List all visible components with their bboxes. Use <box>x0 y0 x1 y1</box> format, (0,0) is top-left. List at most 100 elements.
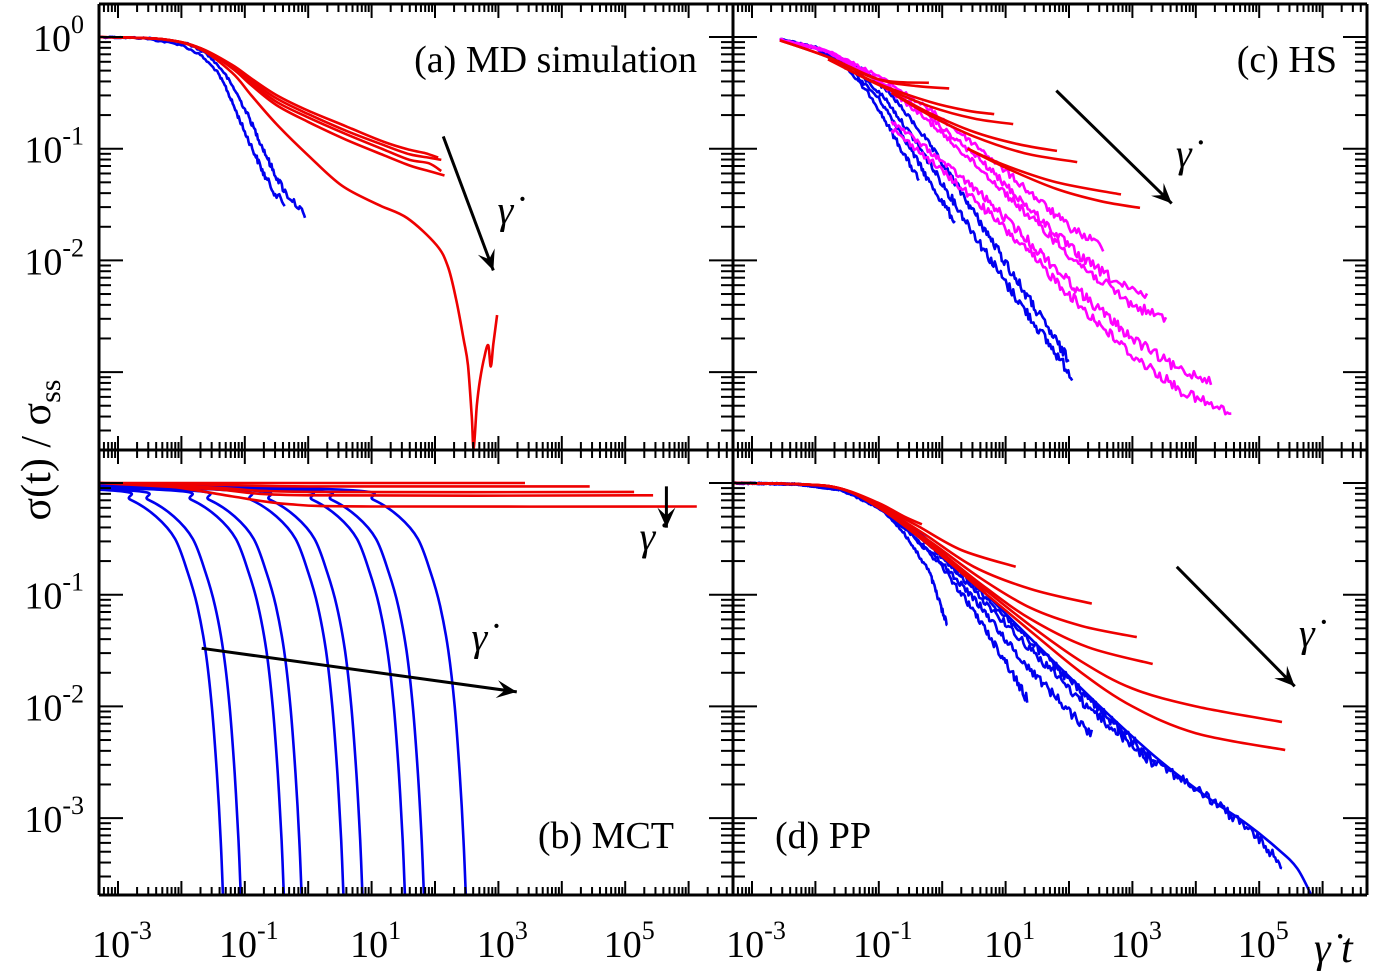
x-tick-label-left-base: 10 <box>604 924 642 966</box>
svg-text:101: 101 <box>984 916 1035 966</box>
arrow-b-1: γ̇ <box>201 615 517 699</box>
x-tick-label-right-exponent: 3 <box>1149 916 1162 945</box>
series-c-magenta-2 <box>779 37 1149 299</box>
y-tick-label-bottom-exponent: -3 <box>62 791 84 820</box>
series-d-red-5 <box>733 481 1154 666</box>
arrow-a-label: γ̇ <box>497 187 525 232</box>
x-tick-label-left-exponent: 3 <box>515 916 528 945</box>
series-c-blue-2 <box>779 37 956 224</box>
svg-text:105: 105 <box>1238 916 1289 966</box>
series-d-blue-5 <box>733 481 1283 870</box>
labels-layer: 10-3 10-1 101 103 105 10-3 10-1 101 103 10510010-… <box>24 10 1288 966</box>
y-tick-label-bottom-base: 10 <box>24 576 62 618</box>
panel-label-b: (b) MCT <box>538 815 674 857</box>
arrow-c-head <box>1151 182 1172 204</box>
y-axis-title: σ(t) / σss <box>14 380 67 521</box>
x-tick-label-left-base: 10 <box>219 924 257 966</box>
y-tick-label-bottom-base: 10 <box>24 799 62 841</box>
x-tick-label-left: 10-1 <box>219 916 279 966</box>
x-tick-label-right-exponent: 5 <box>1276 916 1289 945</box>
axes-frame <box>97 2 1369 897</box>
svg-text:101: 101 <box>350 916 401 966</box>
series-c-red-4 <box>827 58 1014 126</box>
y-tick-label-top: 100 <box>33 10 84 60</box>
y-tick-label-bottom-exponent: -1 <box>62 568 84 597</box>
svg-text:100: 100 <box>33 10 84 60</box>
y-axis-title-sub: ss <box>34 380 67 403</box>
x-tick-label-left-exponent: -3 <box>130 916 152 945</box>
y-tick-label-bottom: 10-1 <box>24 568 84 618</box>
arrow-b-2: γ̇ <box>640 486 676 559</box>
svg-text:10-1: 10-1 <box>24 122 84 172</box>
arrow-b-1-head <box>495 680 517 699</box>
series-d-red-7 <box>733 481 1286 752</box>
y-tick-label-bottom: 10-2 <box>24 679 84 729</box>
svg-text:10-2: 10-2 <box>24 233 84 283</box>
x-tick-label-left-base: 10 <box>92 924 130 966</box>
series-a-blue-1 <box>99 35 286 207</box>
y-tick-label-bottom: 10-3 <box>24 791 84 841</box>
x-tick-label-left-base: 10 <box>350 924 388 966</box>
svg-text:10-2: 10-2 <box>24 679 84 729</box>
panel-label-c: (c) HS <box>1237 39 1337 81</box>
svg-text:10-3: 10-3 <box>24 791 84 841</box>
x-tick-label-right: 10-1 <box>853 916 913 966</box>
svg-text:103: 103 <box>477 916 528 966</box>
series-d-blue-4 <box>733 481 1157 768</box>
series-b-blue-4 <box>99 485 303 895</box>
series-d-red-2 <box>733 481 1017 569</box>
arrow-b-1-shaft <box>201 646 517 694</box>
x-tick-label-right-base: 10 <box>1238 924 1276 966</box>
x-tick-label-left: 101 <box>350 916 401 966</box>
x-tick-label-right-exponent: -1 <box>891 916 913 945</box>
arrow-d-head <box>1274 665 1295 687</box>
arrow-d: γ̇ <box>1175 565 1327 688</box>
y-axis-title-main: σ(t) / σ <box>14 403 60 521</box>
series-c-magenta-5 <box>890 128 1232 416</box>
x-tick-label-left-exponent: 5 <box>642 916 655 945</box>
x-tick-label-left: 10-3 <box>92 916 152 966</box>
x-tick-label-right-exponent: 1 <box>1022 916 1035 945</box>
svg-text:105: 105 <box>604 916 655 966</box>
annotations-layer: γ̇ γ̇ γ̇ γ̇ γ̇ <box>201 89 1327 699</box>
x-axis-title: γ̇ t <box>1314 926 1354 972</box>
x-tick-label-left-base: 10 <box>477 924 515 966</box>
series-a-red-4 <box>99 35 445 177</box>
y-tick-label-top-base: 10 <box>33 18 71 60</box>
series-b-red-2 <box>99 481 590 488</box>
series-c-magenta-3 <box>779 37 1168 323</box>
x-tick-label-right-exponent: -3 <box>764 916 786 945</box>
svg-text:10-1: 10-1 <box>853 916 913 966</box>
x-tick-label-right: 105 <box>1238 916 1289 966</box>
x-tick-label-right-base: 10 <box>726 924 764 966</box>
series-d-red-3 <box>733 481 1093 605</box>
series-a-blue-2 <box>99 35 307 219</box>
series-a-red-5 <box>99 35 499 450</box>
series-b-blue-2 <box>99 487 243 895</box>
curves-layer <box>99 35 1313 895</box>
x-tick-label-right-base: 10 <box>984 924 1022 966</box>
arrow-a-shaft <box>441 135 495 271</box>
y-tick-label-top: 10-2 <box>24 233 84 283</box>
x-tick-label-right-base: 10 <box>1111 924 1149 966</box>
y-tick-label-top-exponent: -2 <box>62 233 84 262</box>
series-b-blue-8 <box>99 483 426 895</box>
x-tick-label-left: 105 <box>604 916 655 966</box>
y-tick-label-top: 10-1 <box>24 122 84 172</box>
arrow-a-head <box>477 248 495 271</box>
series-c-red-2 <box>779 39 950 90</box>
arrow-b-1-label: γ̇ <box>471 615 499 660</box>
y-tick-label-bottom-exponent: -2 <box>62 679 84 708</box>
x-tick-label-right-base: 10 <box>853 924 891 966</box>
arrow-d-label: γ̇ <box>1299 611 1327 656</box>
series-c-magenta-4 <box>890 120 1213 386</box>
x-tick-label-left-exponent: -1 <box>257 916 279 945</box>
series-b-blue-9 <box>99 482 468 895</box>
x-tick-label-right: 10-3 <box>726 916 786 966</box>
y-tick-label-top-exponent: 0 <box>71 10 84 39</box>
arrow-d-shaft <box>1175 565 1296 688</box>
series-c-red-8 <box>967 147 1141 210</box>
series-d-blue-1 <box>733 481 948 627</box>
svg-text:10-1: 10-1 <box>24 568 84 618</box>
